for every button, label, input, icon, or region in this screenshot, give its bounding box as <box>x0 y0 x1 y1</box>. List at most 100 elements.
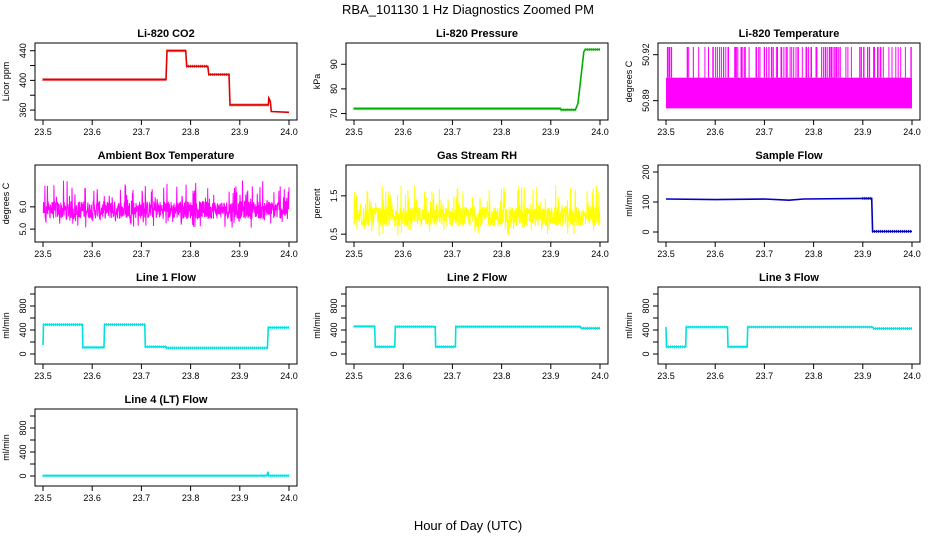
y-tick-label: 800 <box>18 420 28 435</box>
y-tick-label: 0 <box>641 351 651 356</box>
y-tick-label: 50.92 <box>641 43 651 66</box>
y-tick-label: 360 <box>18 103 28 118</box>
temperature-band <box>666 77 912 109</box>
y-axis-label: ml/min <box>624 312 634 339</box>
y-tick-label: 0 <box>18 473 28 478</box>
y-axis-label: degrees C <box>624 60 634 102</box>
x-tick-label: 24.0 <box>280 371 298 381</box>
y-tick-label: 70 <box>329 109 339 119</box>
chart-main-title: RBA_101130 1 Hz Diagnostics Zoomed PM <box>342 2 594 17</box>
x-tick-label: 24.0 <box>280 493 298 503</box>
y-tick-label: 1.5 <box>329 190 339 203</box>
panel-5: Gas Stream RH percent 23.5 23.6 23.7 23.8 23.9… <box>312 150 609 259</box>
x-tick-label: 23.8 <box>805 371 823 381</box>
y-tick-label: 400 <box>18 73 28 88</box>
x-tick-label: 23.6 <box>83 249 101 259</box>
plot-frame <box>657 286 921 365</box>
x-tick-label: 23.6 <box>394 127 412 137</box>
x-tick-label: 23.5 <box>345 127 363 137</box>
x-tick-label: 23.7 <box>756 371 774 381</box>
y-axis-label: ml/min <box>1 434 11 461</box>
panel-title: Line 1 Flow <box>136 272 196 284</box>
y-tick-label: 800 <box>329 298 339 313</box>
panel-3: Li-820 Temperature degrees C 23.5 23.6 23.7 2… <box>624 28 921 137</box>
x-tick-label: 23.5 <box>34 249 52 259</box>
panel-1: Li-820 CO2 Licor ppm 23.5 23.6 23.7 23.8 23.9 2… <box>1 28 298 137</box>
x-tick-label: 23.9 <box>542 249 560 259</box>
x-tick-label: 23.8 <box>493 127 511 137</box>
x-tick-label: 23.8 <box>182 493 200 503</box>
x-tick-label: 23.6 <box>394 249 412 259</box>
series-line <box>43 471 289 477</box>
plot-frame <box>34 42 298 121</box>
x-tick-label: 23.5 <box>34 493 52 503</box>
x-tick-label: 23.6 <box>394 371 412 381</box>
x-tick-label: 23.9 <box>854 249 872 259</box>
y-tick-label: 0 <box>641 229 651 234</box>
plot-frame <box>345 164 609 243</box>
x-tick-label: 23.6 <box>83 127 101 137</box>
x-tick-label: 23.5 <box>657 127 675 137</box>
x-tick-label: 23.6 <box>706 249 724 259</box>
plot-frame <box>34 164 298 243</box>
series-noise <box>353 48 600 112</box>
series-line <box>665 326 912 348</box>
series-noise <box>862 196 911 233</box>
x-tick-label: 23.8 <box>805 127 823 137</box>
x-tick-label: 24.0 <box>903 127 921 137</box>
y-axis-label: percent <box>312 188 322 219</box>
y-axis-label: Licor ppm <box>1 62 11 102</box>
x-tick-label: 23.5 <box>657 371 675 381</box>
panel-title: Gas Stream RH <box>437 150 517 162</box>
series-noise <box>666 325 912 349</box>
panel-title: Li-820 Pressure <box>436 28 518 40</box>
x-tick-label: 23.9 <box>231 127 249 137</box>
x-tick-label: 23.5 <box>345 249 363 259</box>
x-tick-label: 23.5 <box>34 127 52 137</box>
panel-title: Ambient Box Temperature <box>98 150 235 162</box>
y-tick-label: 400 <box>329 322 339 337</box>
x-tick-label: 23.5 <box>345 371 363 381</box>
x-tick-label: 24.0 <box>591 249 609 259</box>
y-tick-label: 100 <box>641 194 651 209</box>
x-tick-label: 23.7 <box>444 249 462 259</box>
x-tick-label: 23.7 <box>444 371 462 381</box>
y-tick-label: 90 <box>329 59 339 69</box>
x-tick-label: 23.7 <box>756 127 774 137</box>
y-tick-label: 800 <box>18 298 28 313</box>
plot-frame <box>345 42 609 121</box>
x-tick-label: 23.6 <box>83 493 101 503</box>
y-tick-label: 0 <box>329 351 339 356</box>
x-tick-label: 24.0 <box>591 371 609 381</box>
x-tick-label: 23.6 <box>83 371 101 381</box>
x-tick-label: 23.8 <box>182 249 200 259</box>
series-line <box>353 184 601 237</box>
x-tick-label: 23.9 <box>231 249 249 259</box>
x-tick-label: 23.6 <box>706 127 724 137</box>
temperature-spikes <box>666 47 912 108</box>
x-tick-label: 23.5 <box>657 249 675 259</box>
plot-frame <box>34 408 298 487</box>
series-noise <box>42 474 290 478</box>
series-noise <box>353 324 600 349</box>
panel-title: Li-820 CO2 <box>137 28 194 40</box>
y-axis-label: degrees C <box>1 182 11 224</box>
x-tick-label: 23.7 <box>133 371 151 381</box>
y-tick-label: 440 <box>18 43 28 58</box>
panel-4: Ambient Box Temperature degrees C 23.5 23.6… <box>1 150 298 259</box>
x-tick-label: 23.7 <box>756 249 774 259</box>
x-axis-caption: Hour of Day (UTC) <box>413 518 523 533</box>
x-tick-label: 23.9 <box>854 127 872 137</box>
x-tick-label: 24.0 <box>280 127 298 137</box>
x-tick-label: 23.9 <box>231 493 249 503</box>
y-tick-label: 0.5 <box>329 228 339 241</box>
panel-title: Line 2 Flow <box>447 272 507 284</box>
y-tick-label: 0 <box>18 351 28 356</box>
plot-frame <box>657 42 921 121</box>
panel-6: Sample Flow ml/min 23.5 23.6 23.7 23.8 23.9 24.… <box>624 150 921 259</box>
panel-7: Line 1 Flow ml/min 23.5 23.6 23.7 23.8 23.9 24.… <box>1 272 298 381</box>
series-line <box>665 197 912 233</box>
series-line <box>42 180 290 228</box>
x-tick-label: 23.7 <box>133 249 151 259</box>
